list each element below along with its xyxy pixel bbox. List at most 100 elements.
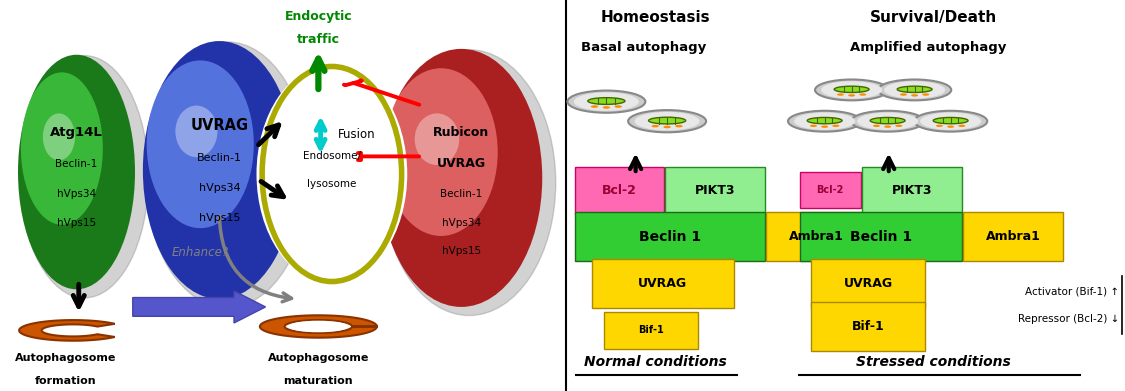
Ellipse shape: [567, 91, 646, 113]
Text: formation: formation: [35, 376, 96, 386]
Text: Amplified autophagy: Amplified autophagy: [850, 41, 1007, 54]
Text: Bif-1: Bif-1: [639, 325, 665, 335]
Ellipse shape: [145, 42, 309, 308]
Ellipse shape: [43, 113, 75, 160]
Ellipse shape: [380, 49, 542, 307]
Text: Bif-1: Bif-1: [852, 320, 884, 333]
Ellipse shape: [664, 126, 670, 128]
Ellipse shape: [603, 106, 610, 109]
Text: maturation: maturation: [284, 376, 353, 386]
Ellipse shape: [878, 79, 952, 100]
Ellipse shape: [808, 117, 842, 124]
FancyBboxPatch shape: [963, 212, 1063, 261]
FancyBboxPatch shape: [665, 167, 765, 214]
Ellipse shape: [588, 98, 626, 104]
Text: Ambra1: Ambra1: [789, 230, 844, 243]
Ellipse shape: [288, 321, 349, 332]
Ellipse shape: [947, 126, 954, 128]
Text: hVps15: hVps15: [57, 218, 96, 228]
Ellipse shape: [832, 125, 839, 127]
Ellipse shape: [850, 111, 925, 132]
Text: PIKT3: PIKT3: [892, 184, 931, 197]
FancyBboxPatch shape: [800, 172, 861, 208]
Text: Bcl-2: Bcl-2: [817, 185, 844, 195]
Ellipse shape: [651, 125, 659, 127]
Text: hVps15: hVps15: [199, 213, 240, 223]
Text: Survival/Death: Survival/Death: [870, 10, 998, 25]
Ellipse shape: [920, 113, 981, 130]
Ellipse shape: [574, 92, 639, 111]
Text: UVRAG: UVRAG: [436, 156, 486, 170]
Ellipse shape: [934, 117, 968, 124]
Ellipse shape: [385, 68, 497, 236]
FancyArrow shape: [133, 291, 266, 323]
FancyBboxPatch shape: [575, 212, 765, 261]
Ellipse shape: [871, 117, 904, 124]
Ellipse shape: [415, 113, 459, 165]
Text: Endocytic: Endocytic: [285, 10, 352, 23]
Ellipse shape: [20, 56, 148, 298]
Text: Normal conditions: Normal conditions: [585, 355, 727, 369]
Text: UVRAG: UVRAG: [190, 118, 249, 133]
FancyBboxPatch shape: [811, 259, 925, 308]
Text: lysosome: lysosome: [307, 179, 357, 189]
FancyBboxPatch shape: [862, 167, 962, 214]
Ellipse shape: [837, 93, 844, 96]
Text: hVps15: hVps15: [442, 246, 480, 256]
Text: UVRAG: UVRAG: [638, 277, 687, 290]
Ellipse shape: [860, 93, 866, 96]
Polygon shape: [260, 315, 377, 338]
Ellipse shape: [146, 60, 254, 228]
Ellipse shape: [614, 105, 622, 108]
Ellipse shape: [18, 55, 135, 289]
Ellipse shape: [821, 81, 882, 99]
Text: Fusion: Fusion: [338, 128, 375, 142]
Text: Rubicon: Rubicon: [433, 126, 489, 140]
Ellipse shape: [675, 125, 683, 127]
Ellipse shape: [382, 50, 556, 316]
Ellipse shape: [898, 86, 931, 93]
Ellipse shape: [821, 126, 828, 128]
Text: Activator (Bif-1) ↑: Activator (Bif-1) ↑: [1025, 286, 1119, 296]
Text: Beclin-1: Beclin-1: [440, 189, 483, 199]
Ellipse shape: [810, 125, 817, 127]
Ellipse shape: [634, 112, 700, 131]
Text: Homeostasis: Homeostasis: [601, 10, 711, 25]
Ellipse shape: [143, 41, 296, 299]
Polygon shape: [19, 320, 115, 341]
Ellipse shape: [884, 126, 891, 128]
Ellipse shape: [884, 81, 945, 99]
Text: Basal autophagy: Basal autophagy: [580, 41, 706, 54]
Ellipse shape: [794, 113, 855, 130]
FancyBboxPatch shape: [766, 212, 866, 261]
Text: UVRAG: UVRAG: [844, 277, 893, 290]
Ellipse shape: [21, 72, 102, 225]
Ellipse shape: [896, 125, 902, 127]
FancyBboxPatch shape: [592, 259, 735, 308]
Ellipse shape: [176, 106, 217, 157]
Ellipse shape: [848, 94, 855, 97]
Ellipse shape: [911, 94, 918, 97]
Ellipse shape: [936, 125, 943, 127]
Ellipse shape: [835, 86, 870, 93]
Text: Stressed conditions: Stressed conditions: [856, 355, 1011, 369]
Ellipse shape: [958, 125, 965, 127]
Ellipse shape: [788, 111, 862, 132]
Text: Atg14L: Atg14L: [51, 126, 104, 140]
Ellipse shape: [814, 79, 889, 100]
Text: Ambra1: Ambra1: [986, 230, 1041, 243]
Text: Endosome/: Endosome/: [303, 151, 361, 161]
Ellipse shape: [900, 93, 907, 96]
Text: traffic: traffic: [297, 33, 340, 46]
Text: Repressor (Bcl-2) ↓: Repressor (Bcl-2) ↓: [1018, 314, 1119, 324]
Text: Beclin 1: Beclin 1: [849, 230, 912, 244]
Text: hVps34: hVps34: [199, 183, 241, 193]
Ellipse shape: [922, 93, 929, 96]
FancyBboxPatch shape: [811, 302, 925, 351]
Text: Autophagosome: Autophagosome: [268, 353, 369, 363]
Ellipse shape: [591, 105, 598, 108]
Text: Enhance?: Enhance?: [172, 246, 228, 259]
FancyBboxPatch shape: [604, 312, 699, 349]
FancyBboxPatch shape: [575, 167, 664, 214]
Text: hVps34: hVps34: [57, 188, 96, 199]
